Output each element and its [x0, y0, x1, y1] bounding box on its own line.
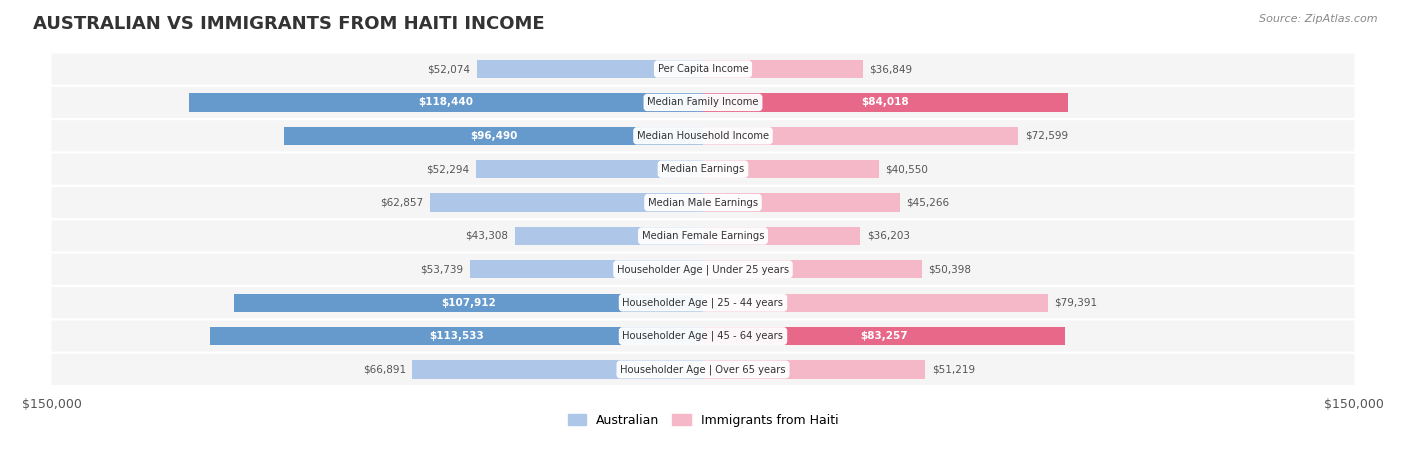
FancyBboxPatch shape — [52, 120, 1354, 151]
Text: Median Family Income: Median Family Income — [647, 98, 759, 107]
Text: $66,891: $66,891 — [363, 364, 406, 375]
Text: $96,490: $96,490 — [470, 131, 517, 141]
Text: AUSTRALIAN VS IMMIGRANTS FROM HAITI INCOME: AUSTRALIAN VS IMMIGRANTS FROM HAITI INCO… — [32, 15, 544, 33]
Text: Per Capita Income: Per Capita Income — [658, 64, 748, 74]
Text: $72,599: $72,599 — [1025, 131, 1069, 141]
Text: Householder Age | 45 - 64 years: Householder Age | 45 - 64 years — [623, 331, 783, 341]
Text: Median Female Earnings: Median Female Earnings — [641, 231, 765, 241]
Text: Median Earnings: Median Earnings — [661, 164, 745, 174]
Bar — [703, 360, 925, 379]
Bar — [703, 93, 1069, 112]
Text: $52,074: $52,074 — [427, 64, 471, 74]
FancyBboxPatch shape — [52, 320, 1354, 352]
Bar — [235, 294, 703, 312]
Text: Source: ZipAtlas.com: Source: ZipAtlas.com — [1260, 14, 1378, 24]
Text: $83,257: $83,257 — [860, 331, 908, 341]
Bar — [412, 360, 703, 379]
Text: $43,308: $43,308 — [465, 231, 509, 241]
Text: $107,912: $107,912 — [441, 297, 496, 308]
Text: $36,849: $36,849 — [869, 64, 912, 74]
Legend: Australian, Immigrants from Haiti: Australian, Immigrants from Haiti — [562, 409, 844, 432]
Bar — [703, 227, 860, 245]
Bar — [188, 93, 703, 112]
Bar — [703, 294, 1047, 312]
FancyBboxPatch shape — [52, 287, 1354, 318]
Text: $62,857: $62,857 — [381, 198, 423, 207]
FancyBboxPatch shape — [52, 220, 1354, 251]
Text: Median Household Income: Median Household Income — [637, 131, 769, 141]
FancyBboxPatch shape — [52, 254, 1354, 285]
Text: Householder Age | Over 65 years: Householder Age | Over 65 years — [620, 364, 786, 375]
Text: $113,533: $113,533 — [429, 331, 484, 341]
Bar — [703, 327, 1064, 345]
Bar — [475, 160, 703, 178]
Bar — [515, 227, 703, 245]
Text: $84,018: $84,018 — [862, 98, 910, 107]
Bar — [703, 60, 863, 78]
FancyBboxPatch shape — [52, 354, 1354, 385]
Bar — [284, 127, 703, 145]
Bar — [703, 260, 922, 278]
Text: $45,266: $45,266 — [905, 198, 949, 207]
Bar — [703, 160, 879, 178]
Text: $36,203: $36,203 — [866, 231, 910, 241]
Text: Householder Age | Under 25 years: Householder Age | Under 25 years — [617, 264, 789, 275]
Text: $51,219: $51,219 — [932, 364, 976, 375]
Text: $40,550: $40,550 — [886, 164, 928, 174]
Bar — [470, 260, 703, 278]
Text: Median Male Earnings: Median Male Earnings — [648, 198, 758, 207]
FancyBboxPatch shape — [52, 87, 1354, 118]
Text: $50,398: $50,398 — [928, 264, 972, 274]
Text: Householder Age | 25 - 44 years: Householder Age | 25 - 44 years — [623, 297, 783, 308]
FancyBboxPatch shape — [52, 187, 1354, 218]
Text: $79,391: $79,391 — [1054, 297, 1098, 308]
Bar — [703, 193, 900, 212]
Bar — [430, 193, 703, 212]
Bar — [477, 60, 703, 78]
Text: $52,294: $52,294 — [426, 164, 470, 174]
FancyBboxPatch shape — [52, 54, 1354, 85]
FancyBboxPatch shape — [52, 154, 1354, 184]
Text: $118,440: $118,440 — [419, 98, 474, 107]
Bar — [703, 127, 1018, 145]
Text: $53,739: $53,739 — [420, 264, 463, 274]
Bar — [209, 327, 703, 345]
